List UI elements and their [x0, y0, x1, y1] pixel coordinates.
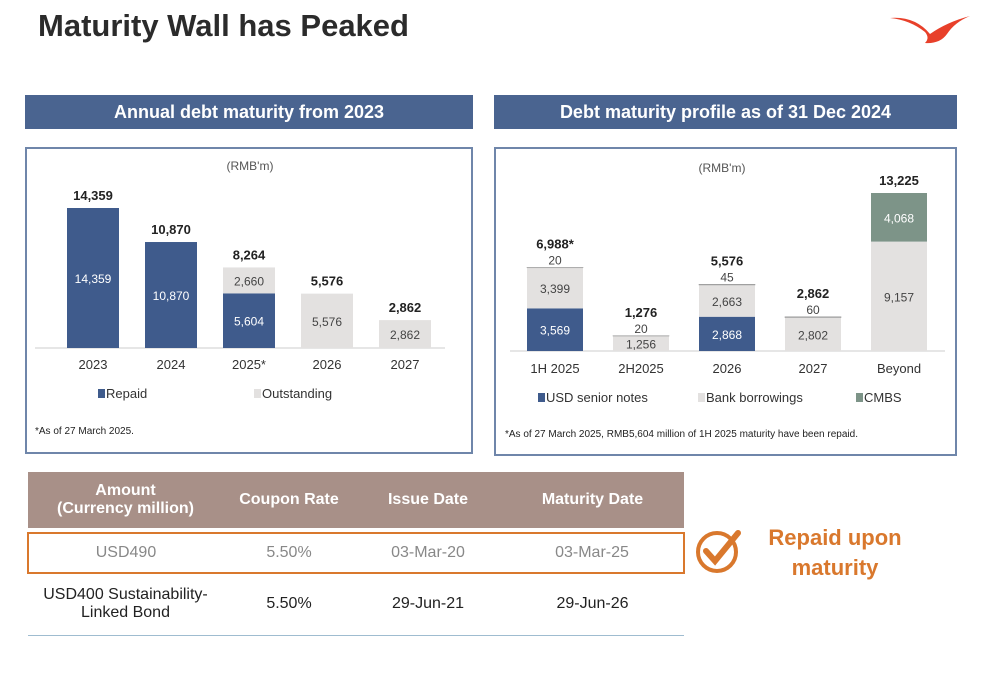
table-row: USD400 Sustainability- Linked Bond 5.50% 2… — [28, 573, 684, 636]
segment-label: 5,576 — [312, 315, 342, 329]
segment-label: 2,868 — [712, 328, 742, 342]
cell: 03-Mar-20 — [355, 532, 501, 574]
right-footnote: *As of 27 March 2025, RMB5,604 million o… — [505, 429, 858, 440]
segment-label: 4,068 — [884, 211, 914, 225]
total-label: 2,862 — [389, 300, 422, 315]
segment-label: 9,157 — [884, 290, 914, 304]
segment-label: 20 — [634, 322, 648, 336]
table-row: USD490 5.50% 03-Mar-20 03-Mar-25 — [27, 532, 685, 574]
bar-segment — [223, 267, 275, 294]
check-circle-icon — [696, 530, 741, 573]
legend-swatch — [538, 393, 545, 402]
segment-label: 1,256 — [626, 337, 656, 351]
left-chart-box — [25, 147, 473, 454]
left-chart-title: Annual debt maturity from 2023 — [25, 95, 473, 129]
category-label: 2H2025 — [618, 361, 664, 376]
bar-segment — [698, 284, 756, 286]
cell: 29-Jun-21 — [355, 573, 501, 636]
bond-table: Amount (Currency million) Coupon Rate Issu… — [27, 472, 685, 636]
bar-segment — [613, 335, 669, 351]
category-label: Beyond — [877, 361, 921, 376]
legend-swatch — [856, 393, 863, 402]
bar-segment — [699, 316, 755, 351]
category-label: 2026 — [713, 361, 742, 376]
bar-segment — [527, 267, 583, 309]
legend-item: Repaid — [106, 386, 147, 401]
bar-segment — [785, 317, 841, 351]
annual-maturity-chart: (RMB'm) 14,359 14,359 2023 10,870 10,870 2024 5… — [35, 159, 445, 401]
cell: USD400 Sustainability- Linked Bond — [28, 573, 223, 636]
bar-segment — [784, 316, 842, 318]
col-amount: Amount (Currency million) — [28, 472, 223, 528]
segment-label: 2,660 — [234, 274, 264, 288]
cell: 29-Jun-26 — [501, 573, 684, 636]
total-label: 5,576 — [711, 253, 744, 268]
total-label: 5,576 — [311, 274, 344, 289]
segment-label: 2,862 — [390, 328, 420, 342]
legend-item: Outstanding — [262, 386, 332, 401]
logo-bird-icon — [890, 16, 970, 44]
bar-segment — [527, 308, 583, 351]
col-maturity: Maturity Date — [501, 472, 684, 528]
segment-label: 3,569 — [540, 324, 570, 338]
legend-item: Bank borrowings — [706, 390, 803, 405]
unit-label: (RMB'm) — [227, 159, 274, 173]
col-issue: Issue Date — [355, 472, 501, 528]
cell: USD490 — [27, 532, 223, 574]
repaid-callout: Repaid upon maturity — [768, 525, 902, 580]
total-label: 2,862 — [797, 286, 830, 301]
category-label: 1H 2025 — [530, 361, 579, 376]
total-label: 13,225 — [879, 173, 919, 188]
total-label: 10,870 — [151, 222, 191, 237]
category-label: 2025* — [232, 357, 266, 372]
total-label: 14,359 — [73, 188, 113, 203]
right-chart-box — [494, 147, 957, 456]
category-label: 2026 — [313, 357, 342, 372]
bar-segment — [67, 208, 119, 348]
category-label: 2023 — [79, 357, 108, 372]
category-label: 2024 — [157, 357, 186, 372]
col-coupon: Coupon Rate — [223, 472, 355, 528]
page-title: Maturity Wall has Peaked — [38, 8, 409, 43]
bar-segment — [699, 284, 755, 317]
segment-label: 14,359 — [75, 272, 112, 286]
total-label: 1,276 — [625, 305, 658, 320]
category-label: 2027 — [391, 357, 420, 372]
segment-label: 60 — [806, 303, 820, 317]
legend-item: CMBS — [864, 390, 902, 405]
legend-item: USD senior notes — [546, 390, 648, 405]
total-label: 8,264 — [233, 247, 266, 262]
segment-label: 45 — [720, 270, 734, 284]
unit-label: (RMB'm) — [699, 161, 746, 175]
right-chart-title: Debt maturity profile as of 31 Dec 2024 — [494, 95, 957, 129]
cell: 5.50% — [223, 573, 355, 636]
legend-swatch — [698, 393, 705, 402]
cell: 03-Mar-25 — [501, 532, 685, 574]
bar-segment — [301, 293, 353, 348]
total-label: 6,988* — [536, 237, 575, 252]
segment-label: 20 — [548, 254, 562, 268]
segment-label: 10,870 — [153, 289, 190, 303]
legend-swatch — [98, 389, 105, 398]
segment-label: 2,663 — [712, 295, 742, 309]
bar-segment — [145, 242, 197, 348]
segment-label: 3,399 — [540, 282, 570, 296]
legend-swatch — [254, 389, 261, 398]
bar-segment — [871, 193, 927, 242]
segment-label: 5,604 — [234, 315, 264, 329]
bar-segment — [223, 293, 275, 348]
segment-label: 2,802 — [798, 328, 828, 342]
left-footnote: *As of 27 March 2025. — [35, 426, 134, 437]
bar-segment — [379, 320, 431, 348]
category-label: 2027 — [799, 361, 828, 376]
bar-segment — [871, 241, 927, 351]
cell: 5.50% — [223, 532, 355, 574]
